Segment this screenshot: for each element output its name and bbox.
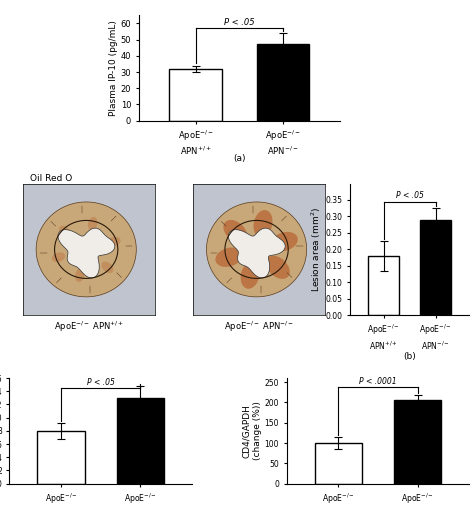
X-axis label: ApoE$^{-/-}$ APN$^{-/-}$: ApoE$^{-/-}$ APN$^{-/-}$ [224,320,294,334]
Ellipse shape [59,225,71,237]
X-axis label: ApoE$^{-/-}$ APN$^{+/+}$: ApoE$^{-/-}$ APN$^{+/+}$ [54,320,124,334]
Ellipse shape [52,252,65,262]
Ellipse shape [75,268,84,282]
Ellipse shape [271,232,298,251]
Bar [257,44,310,121]
Bar [368,256,400,315]
Polygon shape [58,228,115,278]
Ellipse shape [101,262,113,273]
Polygon shape [207,202,307,297]
Ellipse shape [266,256,290,279]
Text: P < .05: P < .05 [87,378,115,387]
Ellipse shape [88,217,97,231]
Y-axis label: Lesion area (mm$^2$): Lesion area (mm$^2$) [310,207,323,292]
Polygon shape [228,228,285,278]
Bar [394,400,441,484]
Ellipse shape [107,237,121,246]
Ellipse shape [241,262,260,289]
Bar [117,398,164,484]
Polygon shape [23,184,155,315]
Bar [420,220,451,315]
Text: P < .05: P < .05 [224,18,255,27]
Y-axis label: CD4/GAPDH
(change (%)): CD4/GAPDH (change (%)) [243,402,262,460]
Bar [169,69,222,121]
Y-axis label: Plasma IP-10 (pg/mL): Plasma IP-10 (pg/mL) [109,20,118,116]
Bar [315,443,362,484]
Text: P < .0001: P < .0001 [359,377,397,386]
Ellipse shape [254,210,273,237]
Text: P < .05: P < .05 [396,191,424,200]
Bar [37,431,85,484]
Text: (a): (a) [233,154,246,163]
Text: (b): (b) [403,352,416,361]
Text: Oil Red O: Oil Red O [29,174,72,183]
Ellipse shape [215,247,242,267]
Ellipse shape [223,220,247,243]
Polygon shape [193,184,325,315]
Polygon shape [36,202,137,297]
